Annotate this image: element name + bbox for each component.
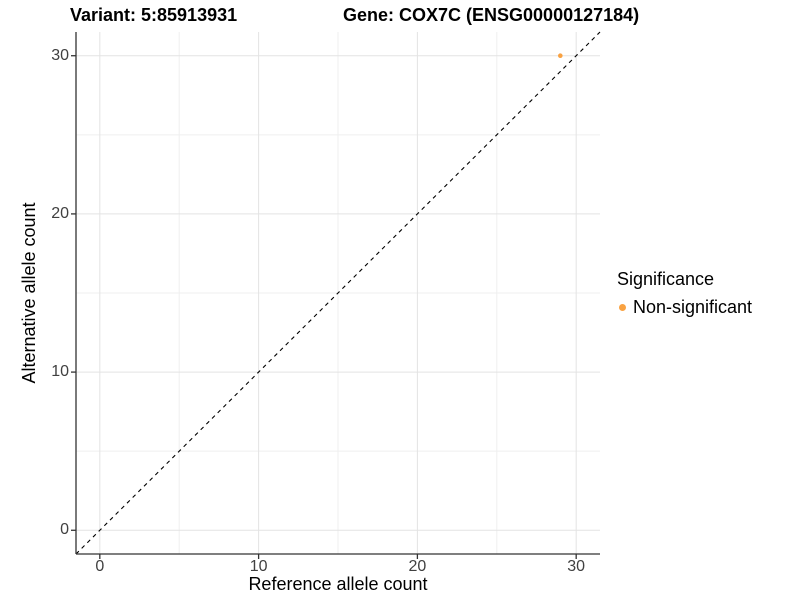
legend: Significance Non-significant [617, 268, 752, 318]
x-axis-title: Reference allele count [248, 574, 428, 594]
y-tick-label: 10 [51, 363, 69, 381]
y-tick-label: 0 [60, 521, 69, 539]
y-axis-title: Alternative allele count [19, 202, 39, 384]
identity-line [75, 31, 601, 555]
x-tick-label: 10 [249, 558, 268, 575]
legend-title: Significance [617, 269, 715, 289]
data-point [558, 53, 563, 59]
legend-item-non-significant: Non-significant [617, 296, 752, 318]
x-tick-label: 30 [567, 558, 586, 575]
plot-title-gene: Gene: COX7C (ENSG00000127184) [343, 5, 640, 25]
y-tick-label: 30 [51, 46, 69, 64]
legend-item-label: Non-significant [633, 297, 753, 317]
x-tick-label: 0 [95, 558, 105, 575]
x-tick-label: 20 [408, 558, 427, 575]
legend-point-icon [619, 303, 626, 311]
y-tick-label: 20 [51, 204, 69, 222]
plot-title-variant: Variant: 5:85913931 [70, 5, 238, 25]
